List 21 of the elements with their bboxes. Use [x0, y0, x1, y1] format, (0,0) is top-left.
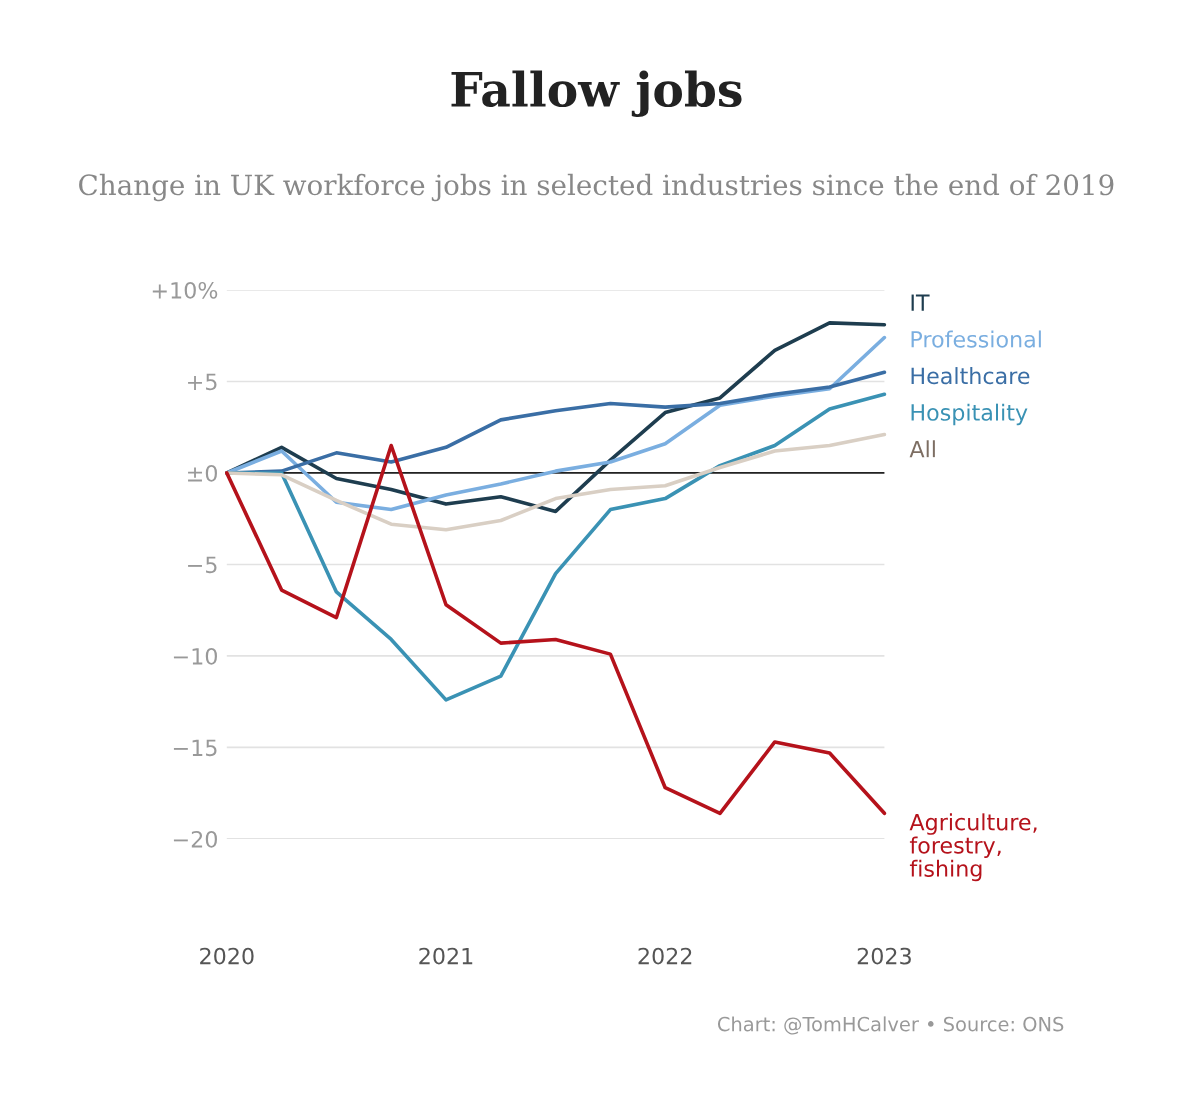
y-tick-label: ±0 — [188, 464, 217, 482]
y-tick-label: −5 — [188, 556, 217, 574]
y-tick-label: +5 — [188, 373, 217, 391]
y-tick-label: −15 — [173, 739, 217, 757]
x-tick-label: 2023 — [857, 947, 911, 965]
y-tick-label: −20 — [173, 830, 217, 848]
line-series — [224, 443, 887, 816]
x-tick-label: 2021 — [419, 947, 473, 965]
x-tick-label: 2020 — [200, 947, 254, 965]
series-label: Healthcare — [911, 367, 1030, 385]
x-tick-label: 2022 — [638, 947, 692, 965]
series-label: Agriculture, forestry, fishing — [909, 813, 1037, 882]
series-label: All — [909, 440, 935, 458]
series-label: IT — [911, 294, 930, 311]
y-tick-label: −10 — [173, 647, 217, 665]
chart-subtitle: Change in UK workforce jobs in selected industries since the end of 2019 — [79, 173, 1114, 202]
text: Chart: @TomHCalver • Source: ONS — [717, 1016, 1064, 1035]
y-tick-label: +10% — [152, 281, 218, 299]
series-label: Professional — [911, 330, 1041, 348]
series-label: Hospitality — [911, 403, 1028, 426]
chart-title: Fallow jobs — [451, 70, 742, 117]
